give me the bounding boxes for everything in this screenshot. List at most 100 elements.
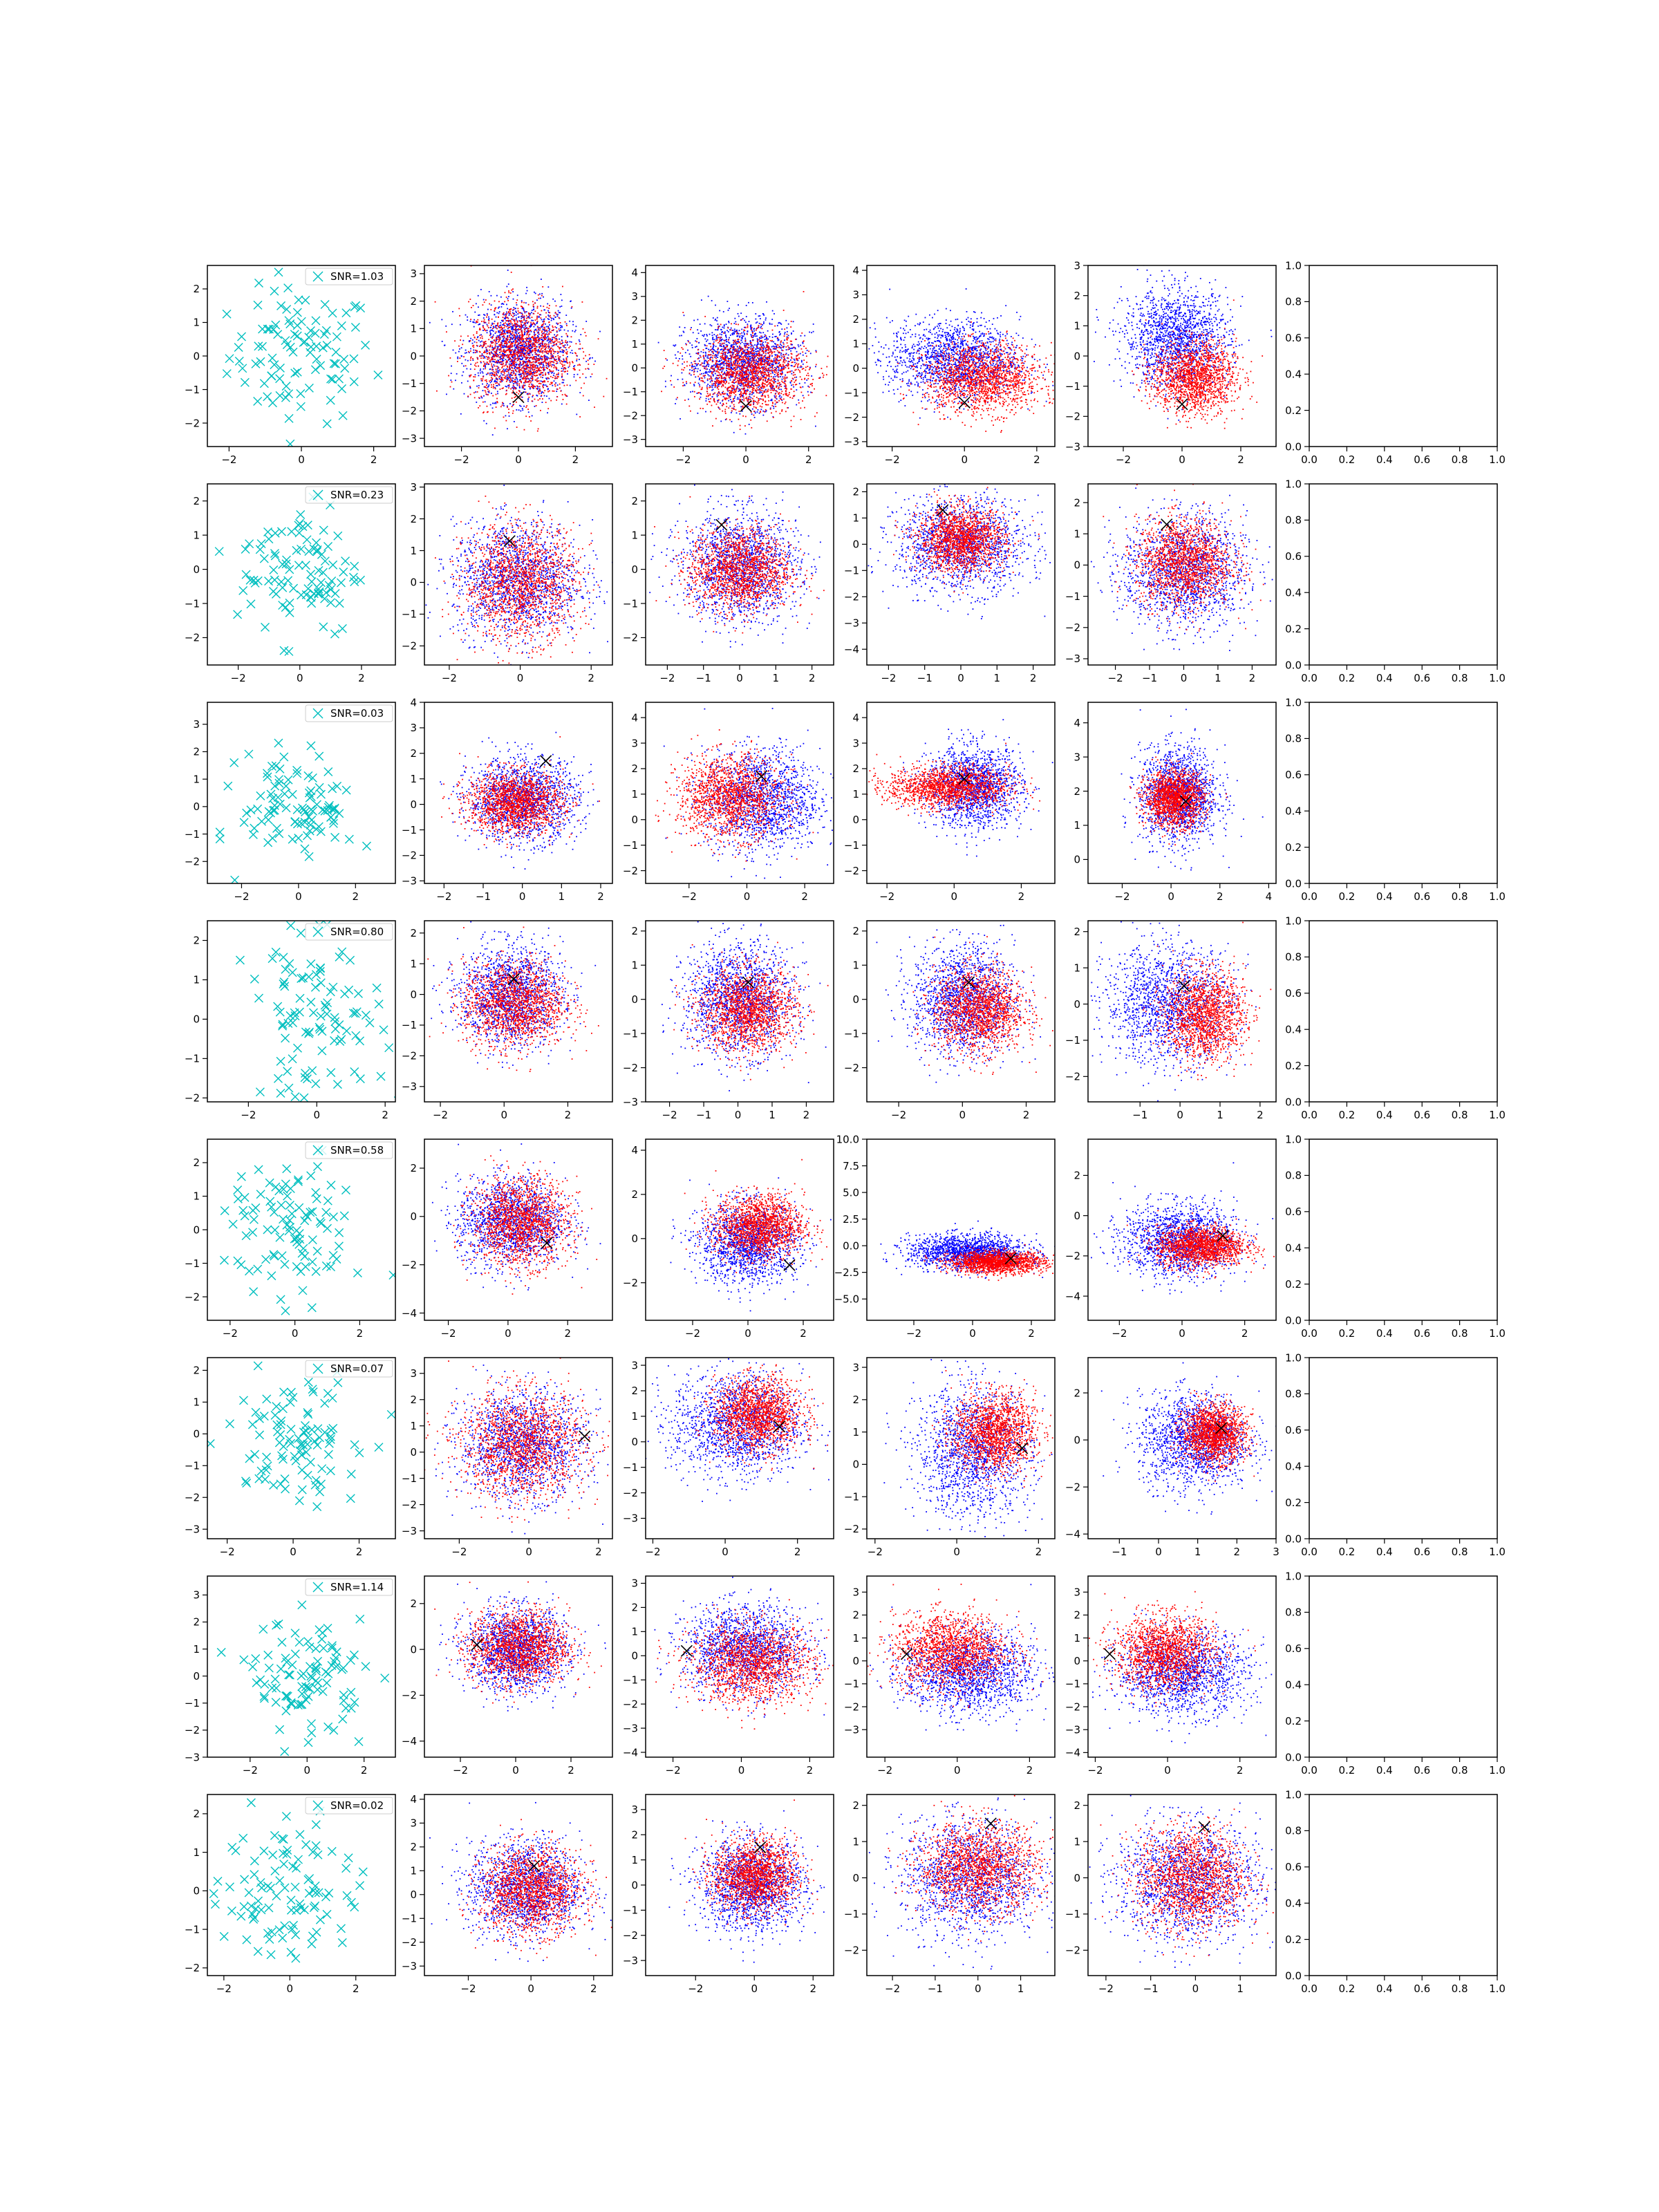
data-point (527, 330, 529, 331)
data-point (495, 388, 496, 389)
data-point (565, 315, 567, 316)
data-point (496, 295, 498, 297)
data-point (507, 379, 508, 381)
data-point (771, 371, 773, 373)
data-point (720, 349, 722, 350)
data-point (579, 392, 581, 393)
data-point (570, 364, 571, 365)
data-point (554, 337, 555, 338)
data-point (480, 378, 482, 379)
data-point (550, 339, 552, 341)
data-point (498, 354, 499, 355)
data-point (477, 359, 478, 360)
data-point (509, 327, 510, 328)
data-point (502, 362, 503, 363)
data-point (513, 384, 514, 386)
data-point (545, 377, 547, 379)
data-point (470, 357, 471, 359)
data-point (780, 344, 781, 345)
data-point (508, 355, 509, 357)
y-tick-label: −1 (185, 384, 200, 396)
data-point (516, 330, 517, 332)
data-point (527, 332, 529, 333)
data-point (709, 385, 711, 386)
data-point (764, 347, 765, 348)
data-point (801, 332, 803, 334)
data-point (514, 373, 515, 375)
data-point (753, 373, 754, 374)
data-point (724, 411, 726, 412)
data-point (550, 382, 552, 384)
data-point (523, 309, 525, 310)
data-point (503, 366, 505, 367)
data-point (729, 308, 730, 309)
data-point (528, 382, 529, 383)
legend: SNR=1.03 (306, 268, 393, 285)
data-point (688, 341, 689, 342)
data-point (465, 353, 466, 354)
data-point (547, 408, 549, 409)
data-point (516, 368, 518, 369)
data-point (559, 352, 560, 353)
data-point (493, 386, 494, 387)
data-point (494, 375, 496, 377)
data-point (482, 371, 483, 373)
data-point (552, 377, 554, 378)
data-point (476, 331, 478, 332)
data-point (495, 354, 496, 355)
data-point (706, 387, 708, 388)
data-point (491, 295, 492, 297)
data-point (530, 372, 532, 373)
y-tick-label: −2 (402, 405, 417, 418)
data-point (730, 335, 731, 336)
data-point (793, 330, 794, 332)
data-point (684, 385, 686, 386)
data-point (487, 324, 488, 326)
data-point (565, 358, 567, 359)
data-point (496, 366, 498, 367)
data-point (766, 338, 767, 339)
data-point (505, 364, 507, 366)
data-point (753, 406, 755, 408)
data-point (507, 346, 509, 347)
data-point (775, 344, 776, 345)
data-point (550, 364, 552, 366)
data-point (734, 363, 735, 364)
data-point (541, 383, 542, 384)
data-point (539, 294, 541, 295)
data-point (719, 339, 720, 341)
data-point (715, 319, 716, 321)
data-point (740, 312, 742, 314)
data-point (724, 326, 725, 327)
data-point (511, 363, 512, 364)
data-point (690, 391, 691, 393)
data-point (754, 344, 756, 346)
data-point (727, 350, 729, 352)
data-point (561, 326, 563, 327)
data-point (734, 388, 735, 390)
data-point (727, 355, 728, 357)
data-point (743, 397, 744, 398)
data-point (671, 375, 672, 377)
data-point (470, 321, 471, 322)
data-point (588, 364, 589, 365)
data-point (547, 328, 549, 329)
data-point (537, 365, 538, 366)
data-point (712, 386, 713, 388)
data-point (521, 347, 523, 348)
data-point (507, 330, 508, 332)
data-point (761, 388, 762, 389)
data-point (538, 355, 539, 357)
data-point (468, 351, 469, 353)
data-point (547, 307, 548, 308)
data-point (583, 383, 585, 384)
data-point (675, 344, 676, 346)
data-point (536, 317, 538, 319)
data-point (493, 371, 494, 373)
data-point (453, 388, 454, 390)
data-point (513, 355, 514, 356)
data-point (764, 336, 765, 337)
data-point (744, 382, 746, 384)
data-point (567, 362, 568, 364)
data-point (709, 364, 710, 366)
